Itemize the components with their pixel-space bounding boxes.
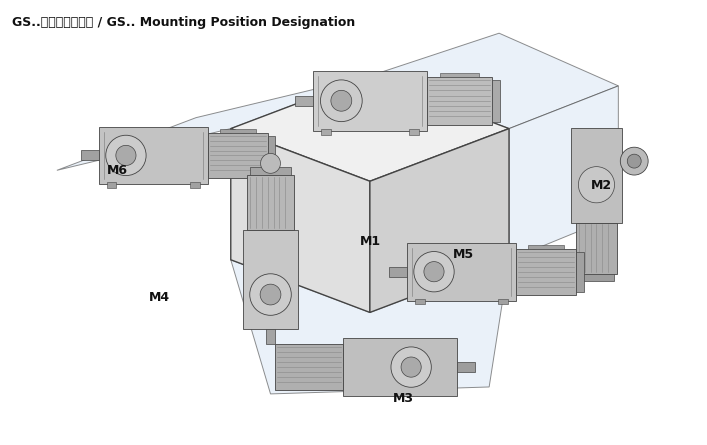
Bar (190, 182, 200, 188)
Bar (491, 80, 500, 121)
Polygon shape (370, 33, 619, 129)
Bar (407, 243, 516, 300)
Text: M6: M6 (107, 164, 127, 177)
Circle shape (414, 251, 454, 292)
Bar (208, 133, 267, 178)
Circle shape (620, 147, 648, 175)
Polygon shape (509, 86, 619, 260)
Bar (321, 129, 331, 134)
Bar (575, 252, 583, 291)
Circle shape (401, 357, 421, 377)
Bar (578, 274, 614, 281)
Circle shape (627, 154, 641, 168)
Bar (266, 329, 276, 344)
Bar (81, 150, 98, 160)
Bar (220, 129, 256, 133)
Bar (427, 77, 491, 125)
Bar (267, 136, 276, 175)
Circle shape (250, 274, 291, 316)
Bar (440, 73, 479, 77)
Polygon shape (230, 260, 509, 394)
Bar (516, 249, 575, 295)
Bar (312, 71, 427, 130)
Bar (575, 222, 617, 274)
Text: M2: M2 (590, 179, 612, 192)
Text: M1: M1 (360, 235, 381, 248)
Circle shape (391, 347, 431, 387)
Circle shape (331, 90, 352, 111)
Circle shape (578, 166, 614, 203)
Bar (295, 96, 312, 106)
Circle shape (116, 146, 136, 166)
Circle shape (260, 284, 281, 305)
Bar (457, 362, 474, 372)
Bar (275, 344, 343, 390)
Polygon shape (57, 76, 370, 170)
Text: M4: M4 (149, 291, 170, 304)
Circle shape (320, 80, 362, 121)
Bar (409, 129, 419, 134)
Bar (247, 175, 294, 230)
Circle shape (106, 135, 146, 176)
Polygon shape (230, 129, 370, 312)
Bar (98, 126, 208, 184)
Text: M3: M3 (393, 392, 414, 405)
Bar (243, 230, 298, 329)
Bar (389, 267, 407, 277)
Bar (571, 128, 622, 222)
Bar (414, 299, 425, 304)
Bar (107, 182, 117, 188)
Bar (250, 167, 291, 175)
Bar (343, 338, 457, 396)
Circle shape (261, 154, 281, 173)
Bar (498, 299, 508, 304)
Bar (528, 245, 563, 249)
Polygon shape (230, 76, 509, 181)
Text: M5: M5 (452, 248, 474, 261)
Polygon shape (370, 129, 509, 312)
Text: GS..安裝位置示意圖 / GS.. Mounting Position Designation: GS..安裝位置示意圖 / GS.. Mounting Position Des… (12, 16, 356, 29)
Circle shape (424, 262, 444, 282)
